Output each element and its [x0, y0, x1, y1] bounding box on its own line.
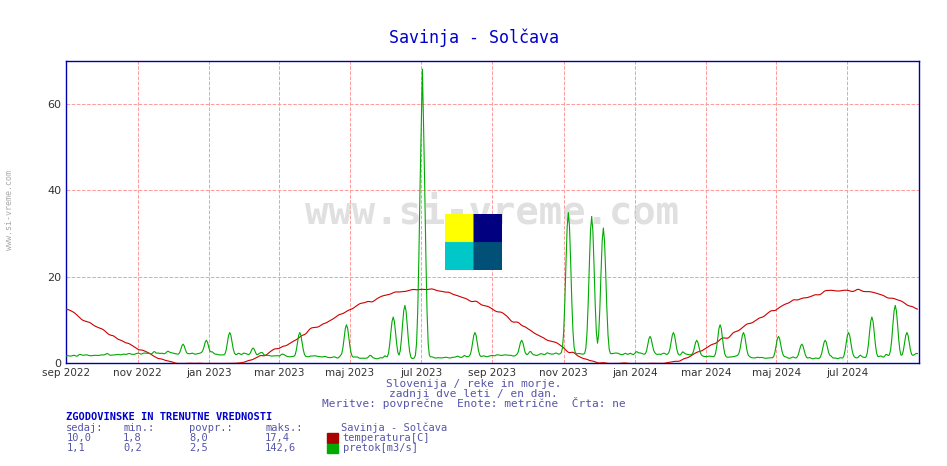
Text: maks.:: maks.: [265, 423, 303, 433]
Text: min.:: min.: [123, 423, 154, 433]
Text: www.si-vreme.com: www.si-vreme.com [306, 193, 679, 231]
Text: 1,8: 1,8 [123, 433, 142, 443]
Text: 8,0: 8,0 [189, 433, 208, 443]
Text: www.si-vreme.com: www.si-vreme.com [5, 170, 14, 250]
Text: 1,1: 1,1 [66, 443, 85, 453]
Text: Meritve: povprečne  Enote: metrične  Črta: ne: Meritve: povprečne Enote: metrične Črta:… [322, 397, 625, 409]
Text: sedaj:: sedaj: [66, 423, 104, 433]
Text: Savinja - Solčava: Savinja - Solčava [388, 28, 559, 47]
Text: povpr.:: povpr.: [189, 423, 233, 433]
Text: Slovenija / reke in morje.: Slovenija / reke in morje. [385, 379, 562, 390]
Text: temperatura[C]: temperatura[C] [343, 433, 430, 443]
Text: pretok[m3/s]: pretok[m3/s] [343, 443, 418, 453]
Text: Savinja - Solčava: Savinja - Solčava [341, 423, 447, 433]
Text: 10,0: 10,0 [66, 433, 91, 443]
Text: 142,6: 142,6 [265, 443, 296, 453]
Text: ZGODOVINSKE IN TRENUTNE VREDNOSTI: ZGODOVINSKE IN TRENUTNE VREDNOSTI [66, 412, 273, 422]
Text: 17,4: 17,4 [265, 433, 290, 443]
Text: 2,5: 2,5 [189, 443, 208, 453]
Text: zadnji dve leti / en dan.: zadnji dve leti / en dan. [389, 389, 558, 399]
Text: 0,2: 0,2 [123, 443, 142, 453]
